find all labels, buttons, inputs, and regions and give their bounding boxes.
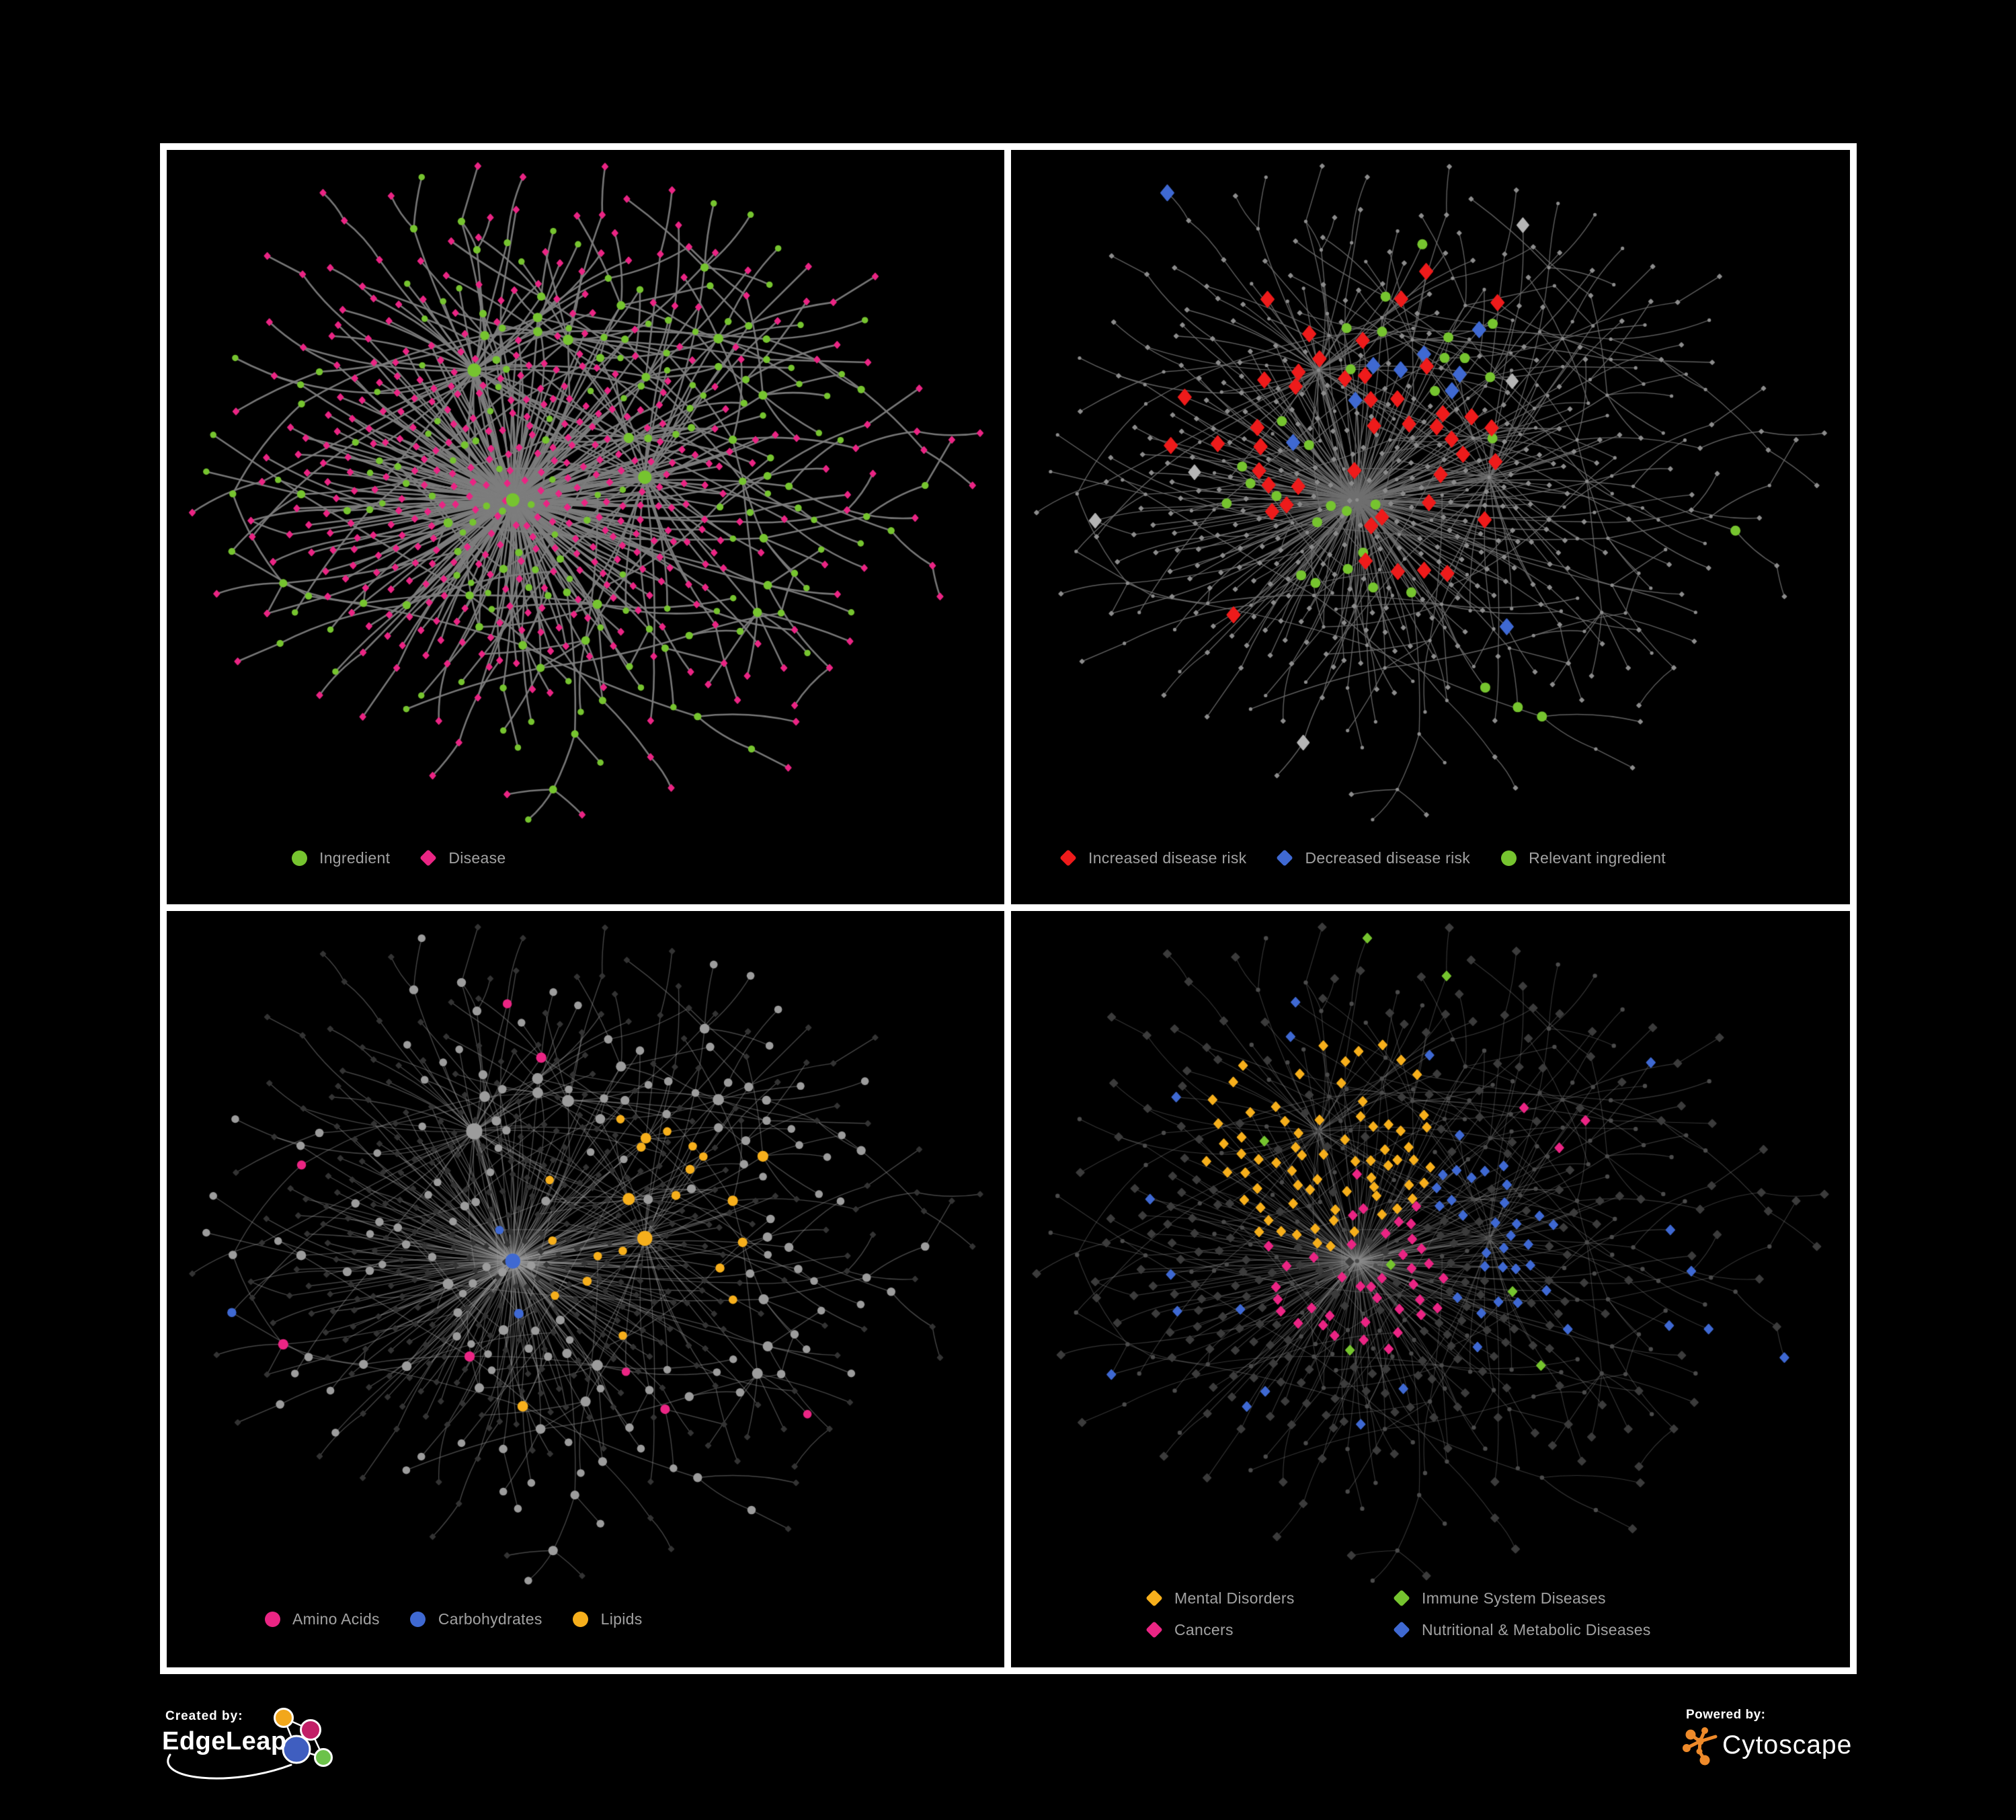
legend-item-lipids: Lipids <box>571 1609 643 1629</box>
network-canvas-disease-classes <box>1011 911 1850 1667</box>
legend-item-increased-disease-risk: Increased disease risk <box>1058 848 1246 868</box>
legend-label-cancers: Cancers <box>1174 1620 1234 1638</box>
edgeleap-logo-icon <box>167 1708 333 1780</box>
legend-ingredient-disease: Ingredient Disease <box>289 848 534 868</box>
network-canvas-ingredient-classes <box>167 911 1006 1667</box>
relevant-ingredient-circle-icon <box>1498 848 1519 868</box>
nutritional-and-metabolic-diseases-diamond-icon <box>1392 1620 1412 1640</box>
legend-label-decreased-disease-risk: Decreased disease risk <box>1305 848 1471 867</box>
legend-item-amino-acids: Amino Acids <box>262 1609 380 1629</box>
amino-acids-circle-icon <box>262 1609 282 1629</box>
edgeleap-node-green <box>314 1748 333 1767</box>
network-canvas-disease-risk <box>1011 150 1850 906</box>
immune-system-diseases-diamond-icon <box>1392 1588 1412 1608</box>
legend-label-lipids: Lipids <box>600 1610 643 1628</box>
legend-item-disease: Disease <box>418 848 506 868</box>
legend-item-mental-disorders: Mental Disorders <box>1144 1588 1392 1608</box>
powered-by-block: Powered by: <box>1681 1706 1869 1787</box>
cytoscape-logo-icon <box>1683 1727 1718 1766</box>
edgeleap-node-blue <box>282 1735 311 1764</box>
panel-ingredient-classes: Amino Acids Carbohydrates Lipids <box>160 904 1012 1674</box>
disease-diamond-icon <box>418 848 438 868</box>
legend-label-amino-acids: Amino Acids <box>292 1610 380 1628</box>
panel-disease-risk: Increased disease risk Decreased disease … <box>1004 143 1857 912</box>
network-canvas-ingredient-disease <box>167 150 1006 906</box>
cytoscape-brand-text: Cytoscape <box>1722 1731 1853 1759</box>
legend-label-carbohydrates: Carbohydrates <box>438 1610 542 1628</box>
legend-label-mental-disorders: Mental Disorders <box>1174 1589 1295 1607</box>
legend-item-nutritional-and-metabolic-diseases: Nutritional & Metabolic Diseases <box>1392 1620 1651 1640</box>
cancers-diamond-icon <box>1144 1620 1164 1640</box>
legend-item-cancers: Cancers <box>1144 1620 1392 1640</box>
decreased-disease-risk-diamond-icon <box>1275 848 1295 868</box>
created-by-block: Created by: EdgeLeap <box>151 1698 346 1802</box>
legend-disease-risk: Increased disease risk Decreased disease … <box>1058 848 1694 868</box>
panel-disease-classes: Mental Disorders Immune System Diseases Ca… <box>1004 904 1857 1674</box>
legend-disease-classes: Mental Disorders Immune System Diseases Ca… <box>1144 1588 1651 1640</box>
edgeleap-node-orange <box>274 1708 294 1728</box>
panel-ingredient-disease: Ingredient Disease <box>160 143 1012 912</box>
edgeleap-brand-text: EdgeLeap <box>162 1727 287 1755</box>
mental-disorders-diamond-icon <box>1144 1588 1164 1608</box>
legend-label-increased-disease-risk: Increased disease risk <box>1088 848 1247 867</box>
ingredient-circle-icon <box>289 848 309 868</box>
legend-item-relevant-ingredient: Relevant ingredient <box>1498 848 1666 868</box>
legend-label-relevant-ingredient: Relevant ingredient <box>1529 848 1666 867</box>
edgeleap-swoosh <box>167 1753 292 1780</box>
legend-item-ingredient: Ingredient <box>289 848 390 868</box>
edgeleap-node-magenta <box>300 1719 321 1741</box>
legend-label-disease: Disease <box>448 848 506 867</box>
legend-item-carbohydrates: Carbohydrates <box>408 1609 542 1629</box>
increased-disease-risk-diamond-icon <box>1058 848 1078 868</box>
carbohydrates-circle-icon <box>408 1609 428 1629</box>
created-by-label: Created by: <box>165 1709 243 1723</box>
legend-item-immune-system-diseases: Immune System Diseases <box>1392 1588 1651 1608</box>
powered-by-label: Powered by: <box>1686 1708 1766 1722</box>
legend-label-nutritional-and-metabolic-diseases: Nutritional & Metabolic Diseases <box>1422 1620 1651 1638</box>
legend-item-decreased-disease-risk: Decreased disease risk <box>1275 848 1470 868</box>
legend-label-immune-system-diseases: Immune System Diseases <box>1422 1589 1606 1607</box>
legend-label-ingredient: Ingredient <box>319 848 391 867</box>
lipids-circle-icon <box>571 1609 591 1629</box>
legend-ingredient-classes: Amino Acids Carbohydrates Lipids <box>262 1609 671 1629</box>
